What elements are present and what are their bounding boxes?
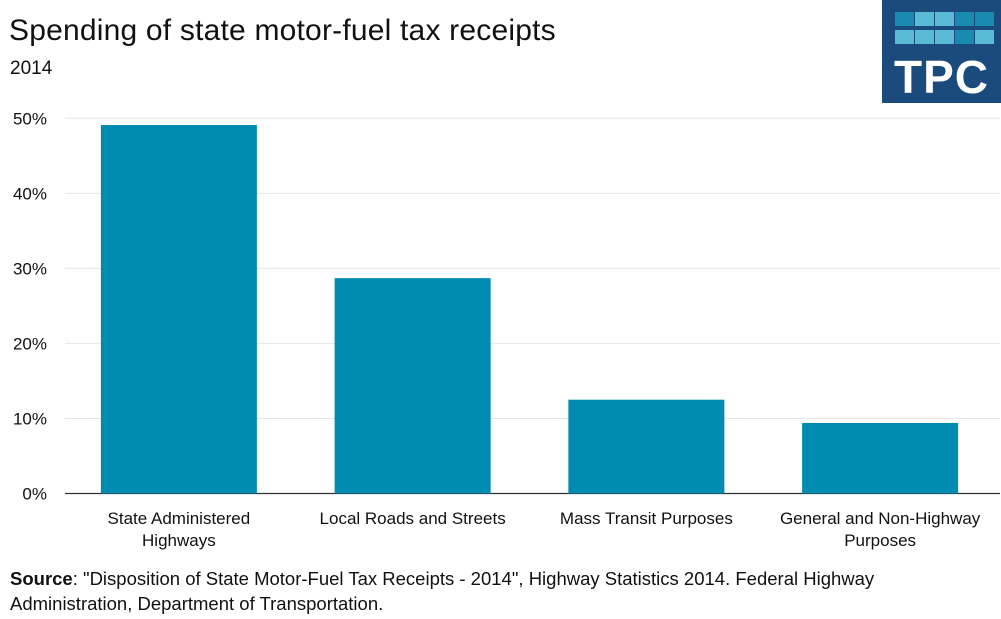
logo-square (895, 12, 914, 26)
logo-square (975, 30, 994, 44)
source-text: : "Disposition of State Motor-Fuel Tax R… (10, 568, 875, 614)
bar (100, 125, 257, 494)
y-tick-label: 0% (22, 485, 47, 504)
logo-square (935, 30, 954, 44)
logo-square (915, 30, 934, 44)
x-tick-label: Mass Transit Purposes (560, 509, 733, 528)
y-tick-label: 30% (13, 259, 47, 278)
logo-text: TPC (894, 51, 989, 103)
y-tick-label: 20% (13, 334, 47, 353)
logo-square (915, 12, 934, 26)
x-tick-label: Local Roads and Streets (320, 509, 506, 528)
bar (334, 278, 491, 494)
logo-square (935, 12, 954, 26)
y-tick-label: 40% (13, 184, 47, 203)
x-tick-label: State Administered Highways (108, 509, 251, 550)
tpc-logo: TPC (882, 0, 1001, 103)
y-tick-label: 10% (13, 409, 47, 428)
bar-chart: 0% 10% 20% 30% 40% 50% State Administered High… (13, 109, 1000, 550)
logo-square (895, 30, 914, 44)
chart-title: Spending of state motor-fuel tax receipt… (9, 14, 556, 47)
chart-subtitle: 2014 (10, 58, 53, 79)
bar (802, 422, 959, 494)
bar (568, 399, 725, 494)
x-tick-label: General and Non-Highway Purposes (780, 509, 981, 550)
source-label: Source (10, 568, 73, 589)
y-tick-label: 50% (13, 109, 47, 128)
logo-square (955, 30, 974, 44)
logo-square (955, 12, 974, 26)
source-note: Source: "Disposition of State Motor-Fuel… (10, 566, 990, 616)
logo-square (975, 12, 994, 26)
